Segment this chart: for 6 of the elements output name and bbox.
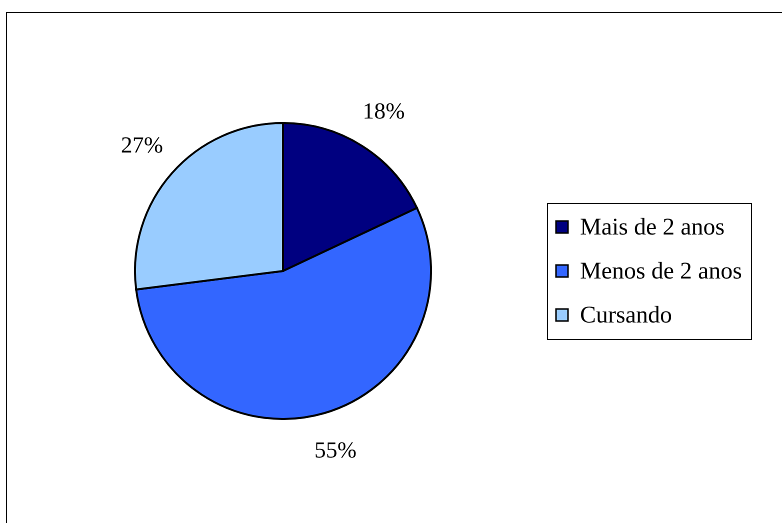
- data-label: 27%: [120, 132, 164, 158]
- data-label: 55%: [314, 438, 357, 463]
- data-label: 18%: [362, 98, 405, 124]
- legend-label: Menos de 2 anos: [580, 258, 742, 284]
- legend-label: Cursando: [580, 302, 672, 328]
- legend-label: Mais de 2 anos: [580, 214, 725, 240]
